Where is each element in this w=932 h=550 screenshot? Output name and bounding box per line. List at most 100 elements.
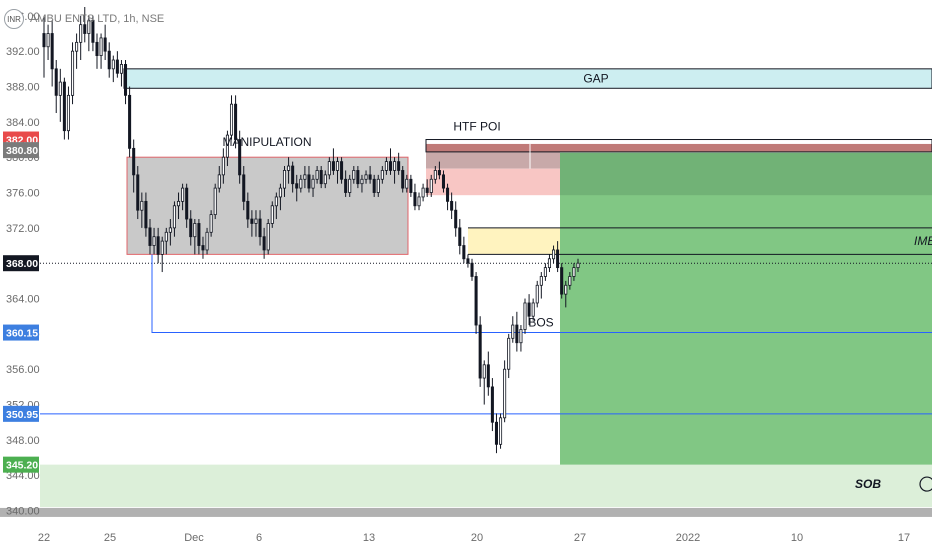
candle-body xyxy=(494,421,498,445)
candle xyxy=(225,130,229,167)
target-zone-upper xyxy=(560,152,932,196)
candle-body xyxy=(193,223,197,238)
candle-body xyxy=(250,218,254,224)
candle-body xyxy=(340,161,344,180)
htf-poi-strip xyxy=(426,143,932,152)
candle-body xyxy=(107,50,111,70)
candle-body xyxy=(111,59,115,70)
candle-body xyxy=(229,103,234,136)
candle xyxy=(368,166,372,184)
symbol-title: AMBU ENTS LTD, 1h, NSE xyxy=(30,13,165,25)
zones-layer xyxy=(0,68,932,517)
candle xyxy=(499,413,503,449)
candle xyxy=(319,166,323,189)
candle xyxy=(303,166,307,189)
candle-body xyxy=(217,174,221,189)
candle-body xyxy=(356,170,360,185)
price-label-badge xyxy=(3,405,39,422)
candle xyxy=(547,254,551,273)
candle xyxy=(83,7,87,43)
candle-body xyxy=(531,302,535,317)
candle-body xyxy=(478,324,482,379)
candle-body xyxy=(156,236,160,255)
candle-body xyxy=(287,165,291,171)
y-tick-label: 356.00 xyxy=(6,364,40,376)
candle-body xyxy=(429,178,433,193)
candle-body xyxy=(189,218,193,238)
x-tick-label: 13 xyxy=(363,532,375,544)
candle-body xyxy=(344,178,348,193)
candle xyxy=(490,378,494,432)
candle-body xyxy=(87,19,91,34)
candle xyxy=(156,227,160,264)
bottom-strip xyxy=(0,507,932,517)
candle-body xyxy=(295,183,299,189)
candle-body xyxy=(58,81,62,96)
candle xyxy=(172,201,176,237)
candle-body xyxy=(299,178,303,189)
candle-body xyxy=(115,59,119,74)
time-axis[interactable]: 22 25 Dec 6 13 20 27 2022 10 17 xyxy=(38,532,910,544)
candle xyxy=(258,210,262,246)
x-tick-label: Dec xyxy=(184,532,204,544)
candle-body xyxy=(140,200,144,211)
candle xyxy=(62,77,66,140)
candle-body xyxy=(144,200,148,229)
candle-body xyxy=(46,33,50,48)
candle xyxy=(50,20,54,87)
candle-body xyxy=(282,170,287,189)
candle-body xyxy=(181,187,185,202)
candle xyxy=(527,294,531,326)
candle-body xyxy=(547,258,551,269)
candle xyxy=(401,166,405,193)
candle-body xyxy=(50,33,54,70)
candle xyxy=(205,227,209,255)
candle xyxy=(238,130,242,184)
imbalance-zone xyxy=(468,227,560,255)
candle-body xyxy=(527,302,531,317)
candle-body xyxy=(327,161,331,176)
candle xyxy=(446,183,450,211)
candle-body xyxy=(401,170,405,189)
candle xyxy=(421,183,425,202)
currency-badge[interactable]: INR xyxy=(4,9,24,29)
candle xyxy=(266,219,270,255)
candle-body xyxy=(185,187,189,220)
candle xyxy=(340,157,344,184)
candle xyxy=(197,219,201,255)
candle xyxy=(79,15,83,61)
candle-body xyxy=(83,24,87,34)
candles-layer xyxy=(42,7,580,454)
candle xyxy=(462,236,466,264)
candle xyxy=(221,148,225,184)
candle xyxy=(136,166,140,220)
candle xyxy=(46,24,50,61)
candle xyxy=(274,192,278,220)
candle xyxy=(103,24,107,61)
candle-body xyxy=(433,170,437,180)
candle-body xyxy=(201,245,205,251)
candle xyxy=(437,161,441,180)
candle-body xyxy=(364,174,368,180)
candle-body xyxy=(409,178,413,193)
price-label: 360.15 xyxy=(6,328,38,340)
levels-layer xyxy=(40,254,932,415)
candle-body xyxy=(164,231,168,242)
candle-body xyxy=(486,364,490,388)
candle-body xyxy=(331,161,335,171)
candle-body xyxy=(515,324,519,344)
candle-body xyxy=(450,200,454,211)
candle xyxy=(189,210,193,246)
candle xyxy=(515,311,519,352)
candle xyxy=(91,15,95,52)
candle-body xyxy=(564,284,568,295)
candle xyxy=(124,60,128,105)
candle-body xyxy=(103,37,107,52)
candle xyxy=(364,170,368,184)
candle xyxy=(478,316,482,387)
candle-body xyxy=(75,41,79,52)
price-axis[interactable]: 340.00344.00348.00352.00356.00360.00364.… xyxy=(3,11,40,518)
y-tick-label: 392.00 xyxy=(6,46,40,58)
candle xyxy=(311,174,315,197)
